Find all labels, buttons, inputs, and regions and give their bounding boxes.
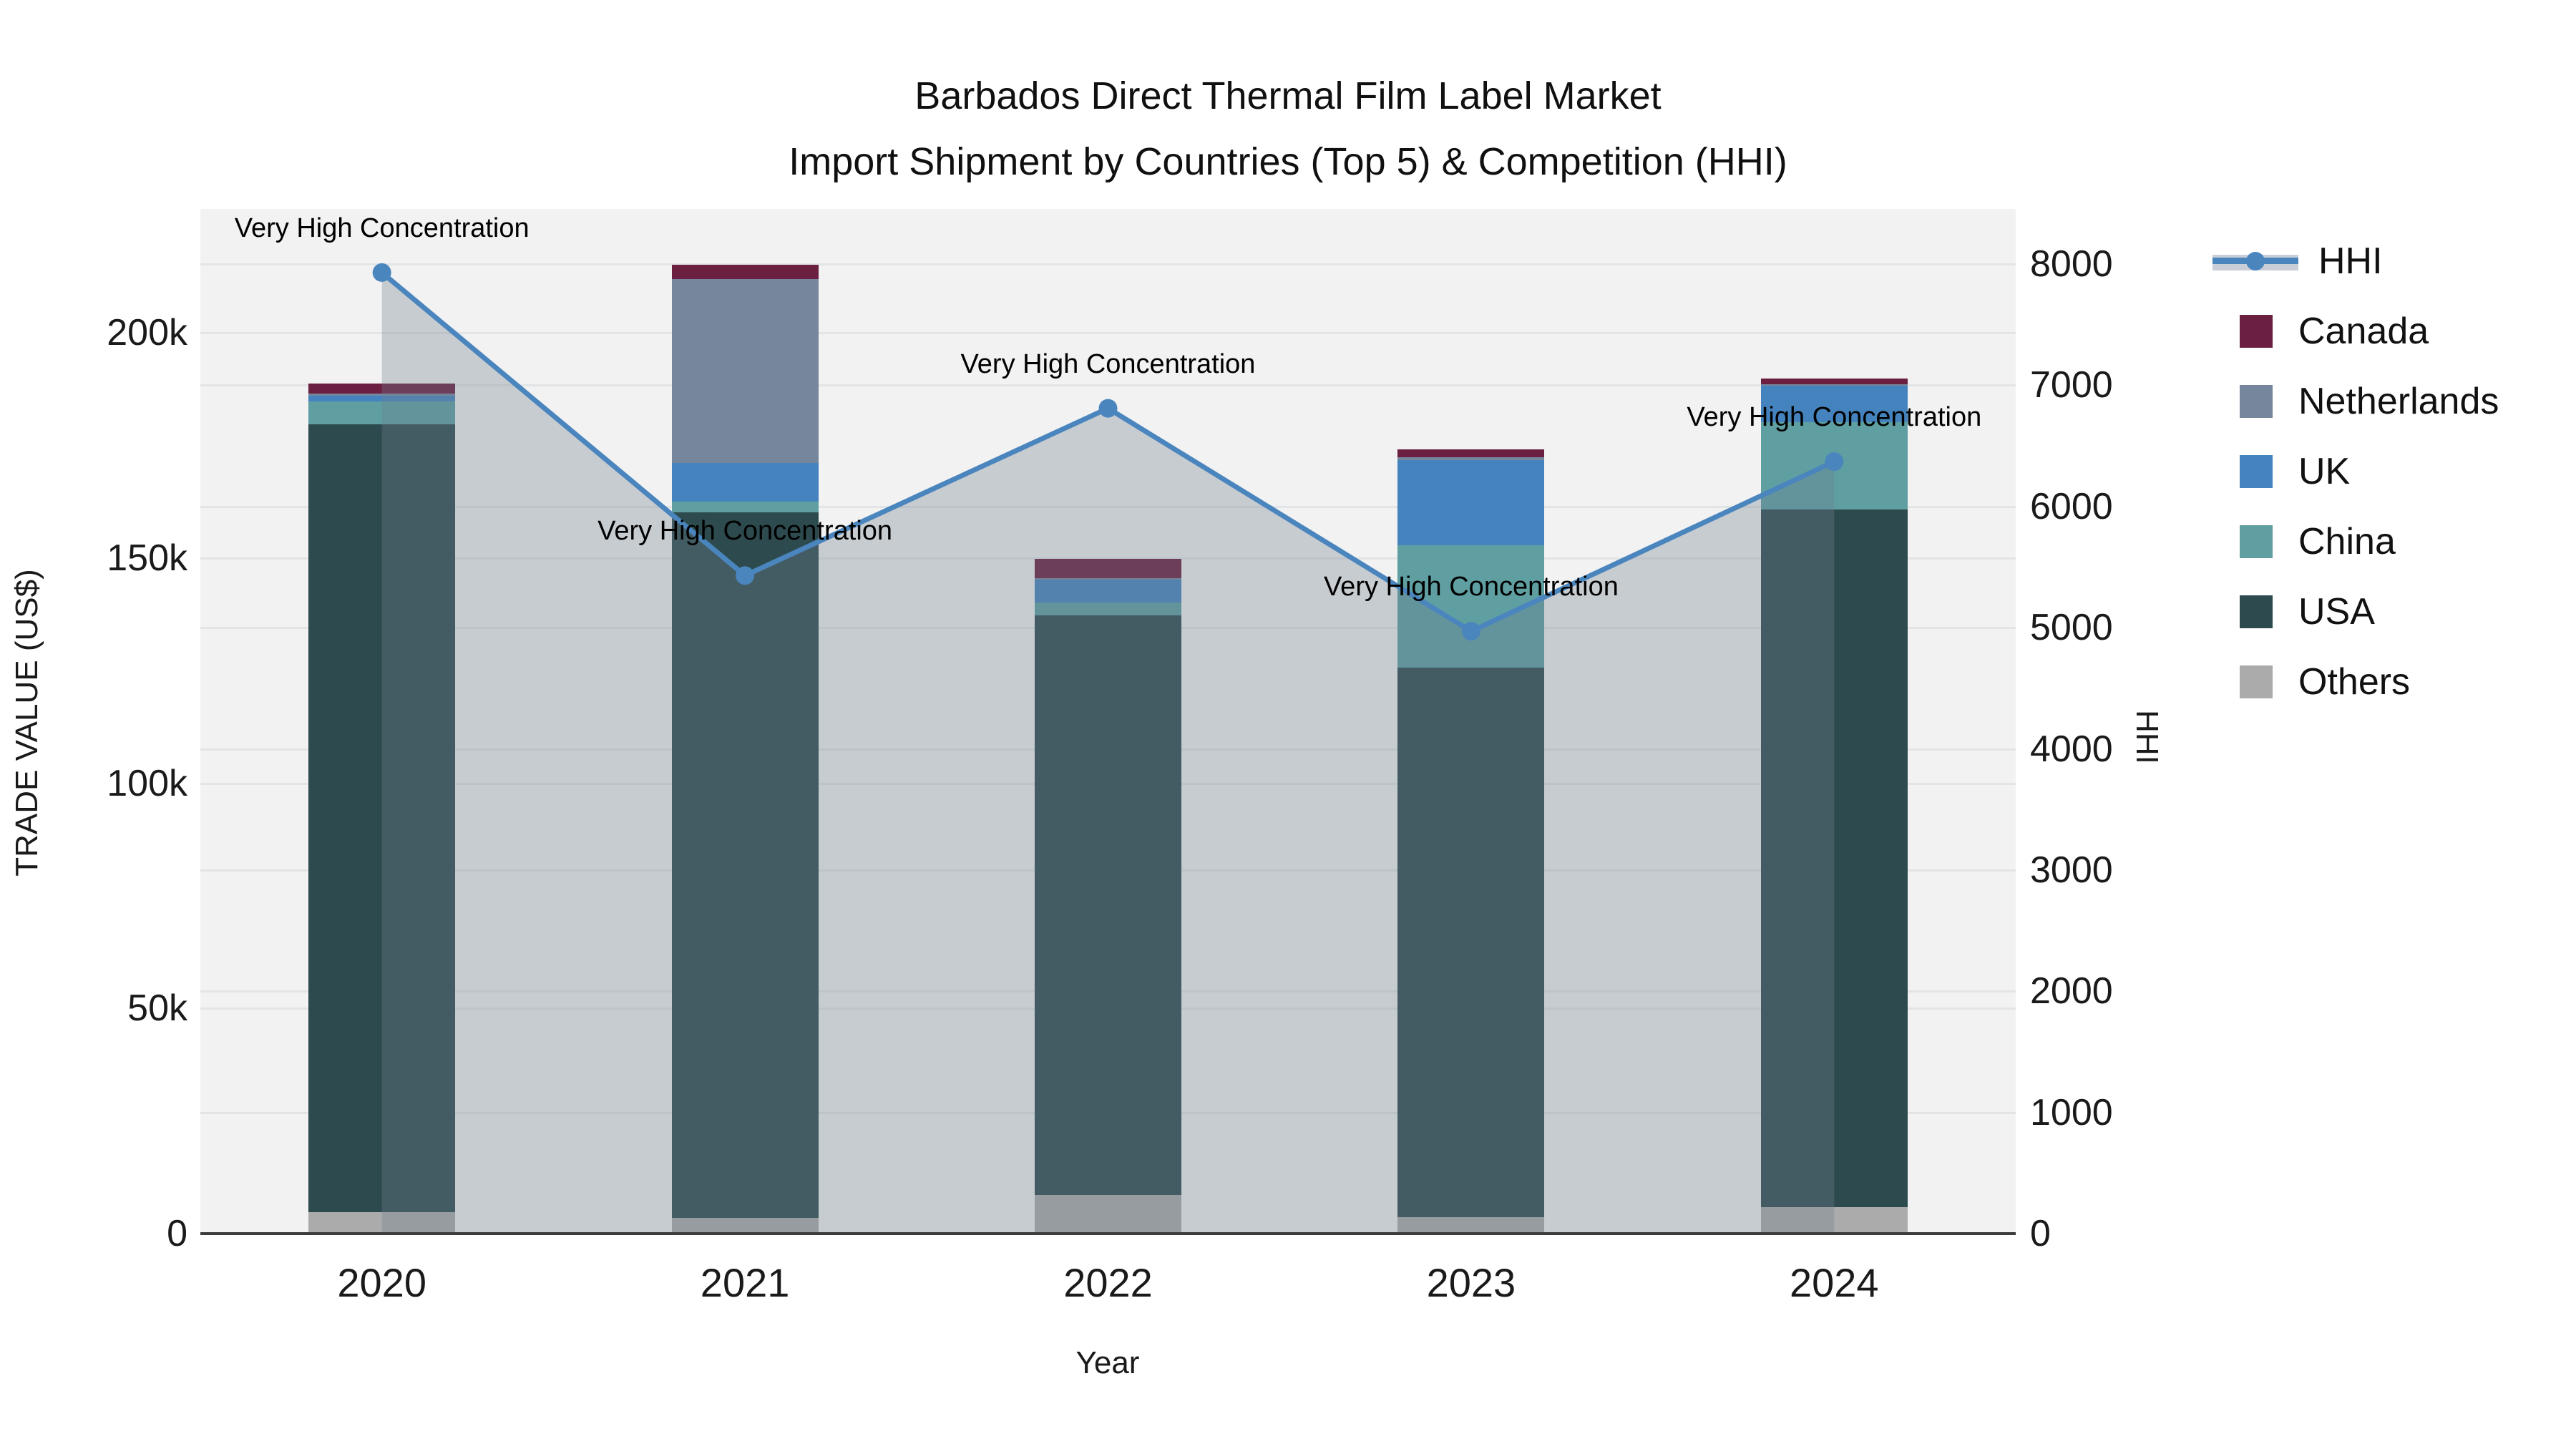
hhi-marker-2020[interactable]: [372, 263, 391, 282]
bar-2024-usa[interactable]: [1760, 509, 1908, 1208]
chart-title-line1: Barbados Direct Thermal Film Label Marke…: [914, 74, 1662, 117]
bar-2022-china[interactable]: [1035, 602, 1181, 615]
bar-2023-canada[interactable]: [1397, 449, 1545, 457]
bar-2024-canada[interactable]: [1760, 378, 1908, 384]
hhi-marker-2023[interactable]: [1461, 622, 1480, 641]
bar-2024-netherlands[interactable]: [1760, 384, 1908, 386]
annotation-2021: Very High Concentration: [597, 516, 893, 547]
gridline-right-6000: [200, 505, 2016, 508]
y-left-tick-0: 0: [167, 1213, 187, 1254]
bar-2020-netherlands[interactable]: [308, 394, 456, 396]
bar-2020-canada[interactable]: [308, 384, 456, 394]
legend-item-uk[interactable]: UK: [2212, 436, 2499, 507]
legend-label: HHI: [2318, 240, 2383, 282]
legend-label: USA: [2298, 591, 2375, 633]
legend-item-canada[interactable]: Canada: [2212, 296, 2499, 366]
bar-2021-canada[interactable]: [671, 265, 819, 280]
bar-2020-usa[interactable]: [308, 424, 456, 1213]
bar-2022-uk[interactable]: [1035, 580, 1181, 602]
legend-swatch-china-icon: [2240, 525, 2273, 558]
chart-title: Barbados Direct Thermal Film Label Marke…: [0, 63, 2576, 195]
hhi-line-legend-icon: [2212, 245, 2298, 278]
bar-2021-usa[interactable]: [671, 512, 819, 1218]
legend-swatch-uk-icon: [2240, 455, 2273, 488]
y-right-tick-3000: 3000: [2030, 849, 2113, 891]
legend-swatch-others-icon: [2240, 665, 2273, 698]
bar-2023-netherlands[interactable]: [1397, 457, 1545, 460]
y-right-tick-1000: 1000: [2030, 1091, 2113, 1133]
legend-item-hhi[interactable]: HHI: [2212, 226, 2499, 296]
legend-swatch-netherlands-icon: [2240, 385, 2273, 418]
annotation-2023: Very High Concentration: [1323, 572, 1619, 602]
y-right-tick-8000: 8000: [2030, 243, 2113, 286]
bar-2022-canada[interactable]: [1035, 559, 1181, 578]
hhi-marker-2021[interactable]: [736, 566, 755, 585]
hhi-marker-2022[interactable]: [1098, 399, 1118, 418]
hhi-area-fill: [381, 272, 1835, 1234]
y-left-tick-100k: 100k: [107, 762, 187, 804]
hhi-marker-legend-dot: [2246, 252, 2265, 270]
bar-2024-uk[interactable]: [1760, 386, 1908, 423]
legend-item-china[interactable]: China: [2212, 507, 2499, 577]
bar-2023-uk[interactable]: [1397, 459, 1545, 546]
y-left-tick-200k: 200k: [107, 312, 187, 354]
legend-label: China: [2298, 521, 2396, 562]
legend-item-usa[interactable]: USA: [2212, 577, 2499, 647]
legend-label: Canada: [2298, 311, 2429, 352]
bar-2022-netherlands[interactable]: [1035, 577, 1181, 580]
bar-2020-others[interactable]: [308, 1212, 456, 1234]
gridline-right-8000: [200, 263, 2016, 266]
legend-swatch-usa-icon: [2240, 595, 2273, 628]
bar-2022-others[interactable]: [1035, 1194, 1181, 1234]
y-left-tick-50k: 50k: [127, 987, 187, 1030]
y-right-axis-title: HHI: [2129, 710, 2165, 764]
bar-2022-usa[interactable]: [1035, 615, 1181, 1195]
x-tick-2020: 2020: [337, 1260, 426, 1305]
x-tick-2021: 2021: [700, 1260, 790, 1305]
y-left-tick-150k: 150k: [107, 537, 187, 579]
annotation-2024: Very High Concentration: [1687, 402, 1982, 433]
legend-label: Others: [2298, 661, 2411, 703]
legend-label: Netherlands: [2298, 381, 2499, 422]
annotation-2020: Very High Concentration: [234, 213, 530, 243]
gridline-left-200k: [200, 332, 2016, 335]
y-right-tick-6000: 6000: [2030, 485, 2113, 527]
legend-item-netherlands[interactable]: Netherlands: [2212, 366, 2499, 436]
x-tick-2023: 2023: [1426, 1260, 1516, 1305]
bar-2023-others[interactable]: [1397, 1216, 1545, 1234]
bar-2024-others[interactable]: [1760, 1207, 1908, 1234]
bar-2021-uk[interactable]: [671, 463, 819, 502]
bar-2020-china[interactable]: [308, 401, 456, 424]
bar-2021-netherlands[interactable]: [671, 279, 819, 463]
legend: HHI Canada Netherlands UK China USA Others: [2212, 226, 2499, 717]
bar-2023-usa[interactable]: [1397, 667, 1545, 1217]
bar-2021-china[interactable]: [671, 501, 819, 512]
y-right-tick-2000: 2000: [2030, 970, 2113, 1013]
hhi-marker-2024[interactable]: [1825, 452, 1844, 472]
x-tick-2022: 2022: [1063, 1260, 1153, 1305]
y-right-tick-7000: 7000: [2030, 364, 2113, 406]
y-left-axis-title: TRADE VALUE (US$): [9, 569, 44, 877]
legend-swatch-canada-icon: [2240, 315, 2273, 348]
bar-2020-uk[interactable]: [308, 395, 456, 402]
x-axis-title: Year: [1075, 1345, 1140, 1380]
gridline-left-150k: [200, 557, 2016, 560]
x-tick-2024: 2024: [1790, 1260, 1879, 1305]
y-right-tick-0: 0: [2030, 1213, 2051, 1254]
legend-item-others[interactable]: Others: [2212, 647, 2499, 717]
gridline-right-7000: [200, 384, 2016, 387]
x-axis-line: [200, 1232, 2016, 1235]
legend-label: UK: [2298, 451, 2351, 492]
bar-2021-others[interactable]: [671, 1217, 819, 1234]
annotation-2022: Very High Concentration: [960, 348, 1256, 379]
y-right-tick-5000: 5000: [2030, 607, 2113, 649]
y-right-tick-4000: 4000: [2030, 728, 2113, 770]
chart-title-line2: Import Shipment by Countries (Top 5) & C…: [789, 140, 1787, 183]
